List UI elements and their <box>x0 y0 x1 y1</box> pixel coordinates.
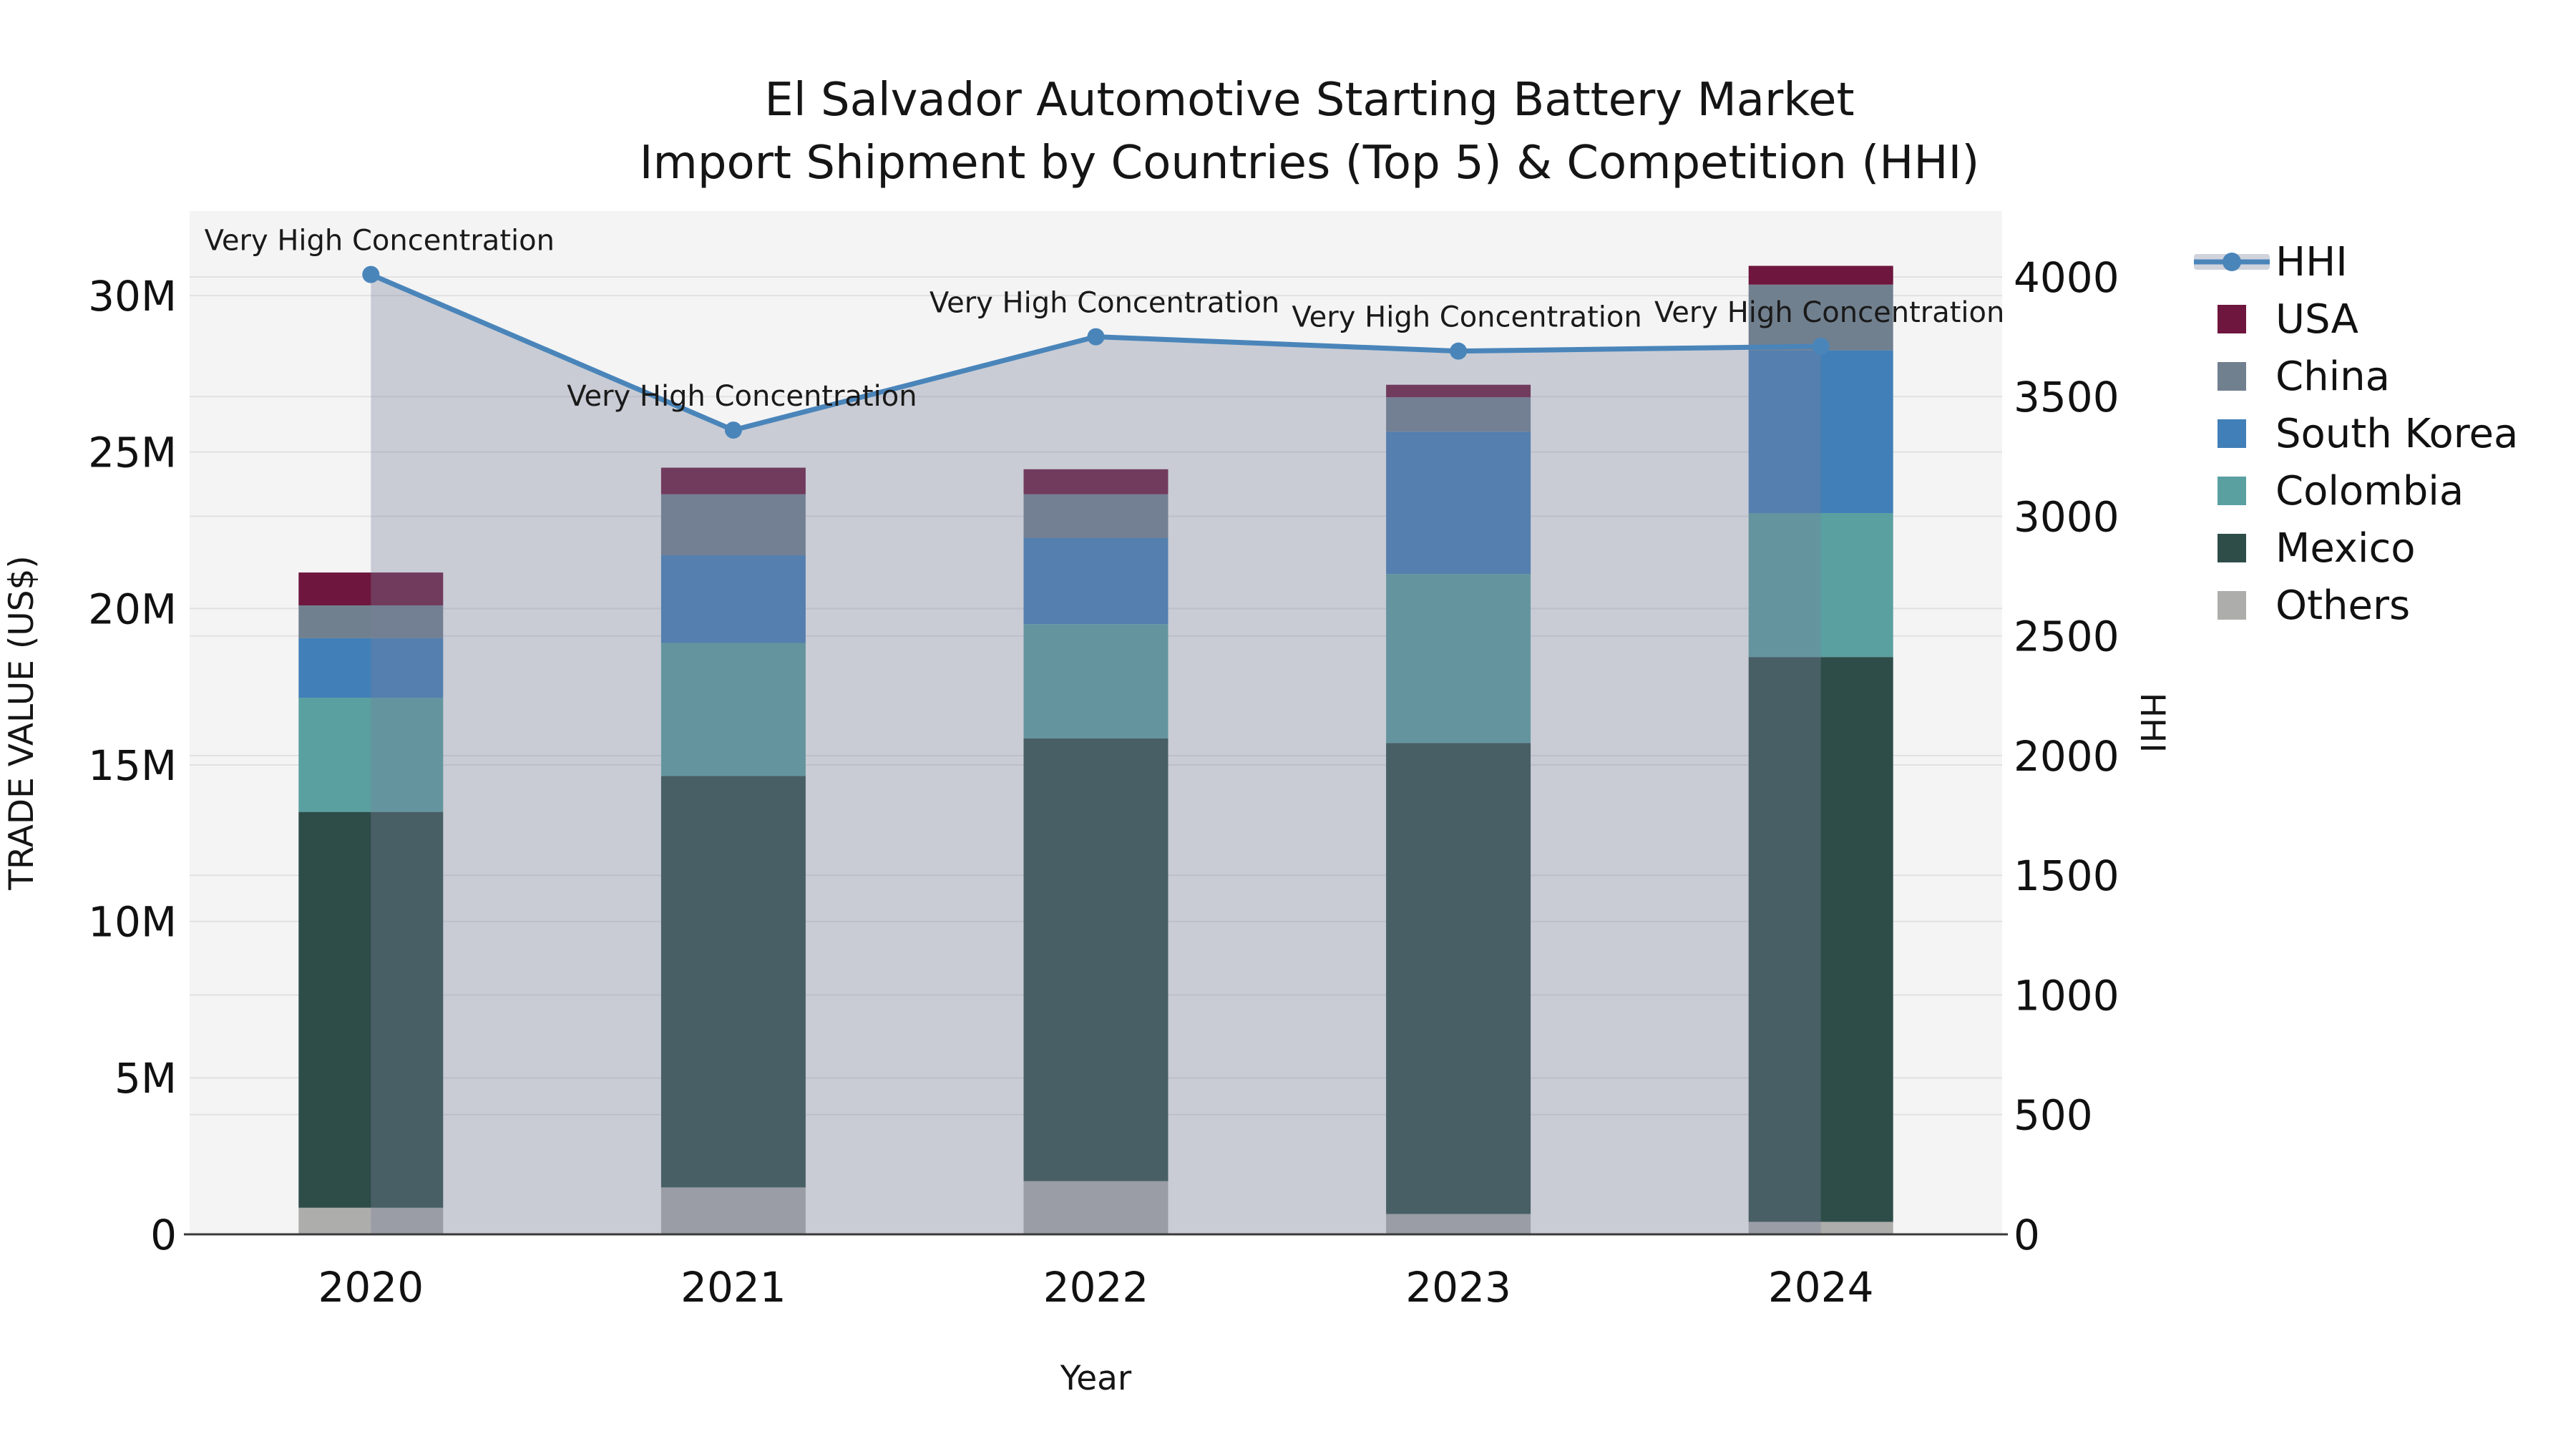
annotation-2020: Very High Concentration <box>205 225 555 258</box>
legend-swatch-icon <box>2194 531 2270 565</box>
legend-label: Colombia <box>2275 467 2464 514</box>
y-right-tick-2000: 2000 <box>2014 732 2119 781</box>
hhi-marker-2021 <box>724 421 742 439</box>
y-right-tick-0: 0 <box>2014 1211 2040 1259</box>
bar-segment-2020-others <box>298 1207 444 1234</box>
legend-label: Others <box>2275 582 2411 629</box>
legend-swatch-icon <box>2194 474 2270 508</box>
annotation-2021: Very High Concentration <box>567 380 917 413</box>
y-right-tick-2500: 2500 <box>2014 613 2119 661</box>
annotation-2022: Very High Concentration <box>930 287 1279 320</box>
legend-item-others: Others <box>2194 577 2518 634</box>
bar-segment-2024-south-korea <box>1748 350 1893 514</box>
bar-segment-2022-china <box>1023 494 1169 538</box>
x-tick-2021: 2021 <box>680 1263 786 1312</box>
y-left-tick-15M: 15M <box>88 741 177 790</box>
bar-segment-2022-others <box>1023 1181 1169 1234</box>
legend-item-colombia: Colombia <box>2194 462 2518 519</box>
color-swatch <box>2218 477 2246 505</box>
annotation-2023: Very High Concentration <box>1292 301 1641 334</box>
x-tick-2020: 2020 <box>318 1263 424 1312</box>
hhi-marker-2022 <box>1087 328 1105 346</box>
y-right-tick-3000: 3000 <box>2014 492 2119 541</box>
legend-item-south-korea: South Korea <box>2194 405 2518 462</box>
bar-segment-2022-colombia <box>1023 624 1169 738</box>
bar-segment-2023-usa <box>1386 384 1531 398</box>
bar-segment-2021-usa <box>660 467 806 494</box>
bar-segment-2023-china <box>1386 397 1531 432</box>
y-right-tick-1500: 1500 <box>2014 852 2119 900</box>
legend-swatch-icon <box>2194 359 2270 394</box>
color-swatch <box>2218 362 2246 391</box>
chart-title-line1: El Salvador Automotive Starting Battery … <box>764 74 1855 127</box>
bar-segment-2024-usa <box>1748 265 1893 285</box>
hhi-area-fill <box>371 274 1821 1234</box>
bar-segment-2022-mexico <box>1023 738 1169 1181</box>
y-right-tick-500: 500 <box>2014 1091 2093 1140</box>
bar-segment-2023-colombia <box>1386 574 1531 743</box>
legend-label: HHI <box>2275 238 2348 286</box>
bar-segment-2023-mexico <box>1386 743 1531 1214</box>
color-swatch <box>2218 534 2246 562</box>
legend-label: China <box>2275 353 2390 400</box>
y-left-tick-25M: 25M <box>88 429 177 477</box>
bar-segment-2021-south-korea <box>660 555 806 643</box>
bar-segment-2020-mexico <box>298 811 444 1208</box>
color-swatch <box>2218 591 2246 620</box>
legend-swatch-icon <box>2194 588 2270 623</box>
legend-label: South Korea <box>2275 410 2519 457</box>
bar-segment-2021-china <box>660 494 806 556</box>
bar-segment-2020-south-korea <box>298 638 444 698</box>
chart-title: El Salvador Automotive Starting Battery … <box>43 69 2576 195</box>
y-left-axis-title: TRADE VALUE (US$) <box>2 555 42 890</box>
bar-segment-2024-mexico <box>1748 657 1893 1222</box>
y-left-tick-5M: 5M <box>114 1054 177 1103</box>
bar-segment-2020-colombia <box>298 698 444 812</box>
bar-segment-2020-china <box>298 605 444 638</box>
bar-segment-2023-south-korea <box>1386 431 1531 575</box>
hhi-marker-swatch <box>2223 253 2241 271</box>
legend-label: Mexico <box>2275 525 2416 572</box>
legend-label: USA <box>2275 296 2358 343</box>
hhi-marker-2024 <box>1812 337 1830 355</box>
legend-item-china: China <box>2194 348 2518 405</box>
bar-segment-2020-usa <box>298 572 444 606</box>
x-tick-2024: 2024 <box>1768 1263 1874 1312</box>
y-left-tick-10M: 10M <box>88 898 177 947</box>
legend: HHI USA China South Korea Colombia Mexico Othe… <box>2194 233 2518 634</box>
hhi-line-legend-icon <box>2194 245 2270 279</box>
bar-segment-2021-others <box>660 1187 806 1234</box>
color-swatch <box>2218 305 2246 333</box>
bar-segment-2024-others <box>1748 1221 1893 1234</box>
color-swatch <box>2218 419 2246 448</box>
bar-segment-2022-south-korea <box>1023 537 1169 625</box>
legend-item-mexico: Mexico <box>2194 519 2518 577</box>
chart-title-line2: Import Shipment by Countries (Top 5) & C… <box>639 137 1980 190</box>
legend-swatch-icon <box>2194 416 2270 451</box>
y-right-tick-4000: 4000 <box>2014 253 2119 302</box>
hhi-marker-2020 <box>362 265 380 283</box>
y-right-tick-3500: 3500 <box>2014 373 2119 421</box>
y-left-tick-30M: 30M <box>88 272 177 321</box>
bar-segment-2021-mexico <box>660 776 806 1188</box>
bar-segment-2022-usa <box>1023 469 1169 494</box>
hhi-marker-2023 <box>1450 342 1468 360</box>
bar-segment-2021-colombia <box>660 643 806 776</box>
y-right-axis-title: HHI <box>2132 693 2172 753</box>
y-left-tick-20M: 20M <box>88 585 177 633</box>
x-tick-2023: 2023 <box>1405 1263 1511 1312</box>
annotation-2024: Very High Concentration <box>1654 296 2004 329</box>
legend-swatch-icon <box>2194 302 2270 336</box>
x-axis-title: Year <box>1060 1359 1132 1398</box>
legend-item-usa: USA <box>2194 291 2518 348</box>
y-left-tick-0: 0 <box>150 1211 177 1259</box>
bar-segment-2024-colombia <box>1748 513 1893 658</box>
x-tick-2022: 2022 <box>1043 1263 1149 1312</box>
y-right-tick-1000: 1000 <box>2014 971 2119 1020</box>
bar-segment-2023-others <box>1386 1214 1531 1234</box>
legend-item-hhi: HHI <box>2194 233 2518 291</box>
